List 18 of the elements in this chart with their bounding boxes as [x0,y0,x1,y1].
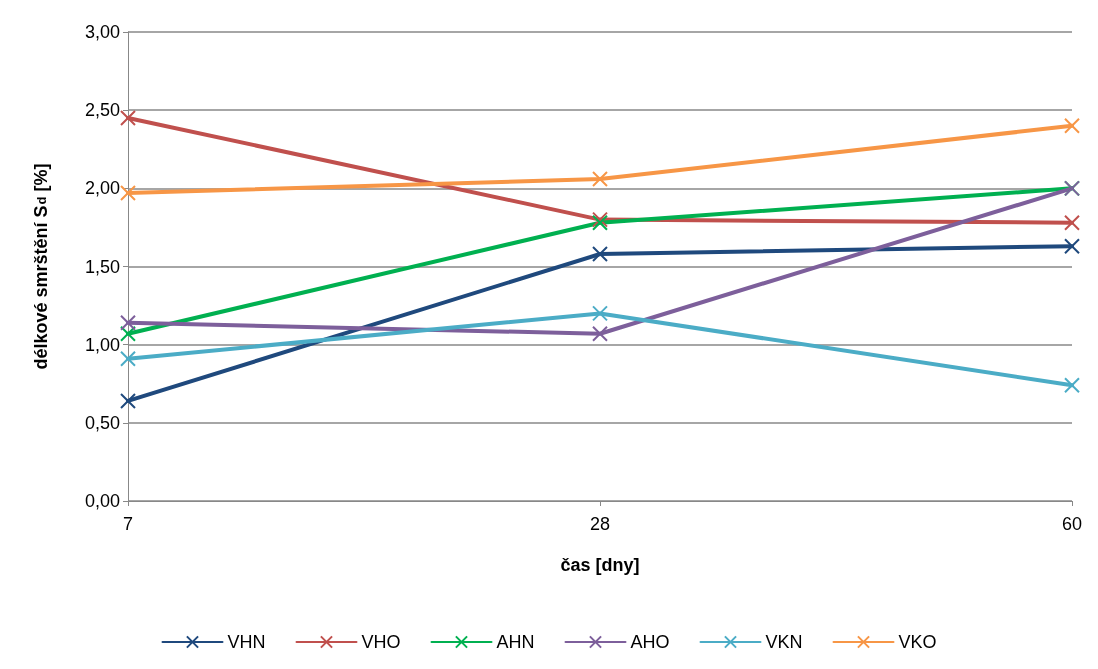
y-tick-label: 1,50 [84,256,120,277]
y-axis-title: délkové smrštění Sd [%] [31,163,51,370]
y-tick-label: 2,50 [84,100,120,121]
y-tick-label: 2,00 [84,178,120,199]
legend-label: VKN [765,632,803,652]
legend-label: AHO [630,632,670,652]
y-tick-label: 0,50 [84,412,120,433]
y-tick-label: 3,00 [84,22,120,42]
x-axis-title: čas [dny] [560,555,640,575]
y-tick-label: 0,00 [84,491,120,511]
legend-label: VKO [898,632,937,652]
legend-label: AHN [496,632,535,652]
legend-label: VHO [361,632,401,652]
legend-label: VHN [227,632,266,652]
x-tick-label: 7 [122,514,134,534]
x-tick-label: 28 [589,514,611,534]
y-tick-label: 1,00 [84,334,120,355]
x-tick-label: 60 [1061,514,1083,534]
